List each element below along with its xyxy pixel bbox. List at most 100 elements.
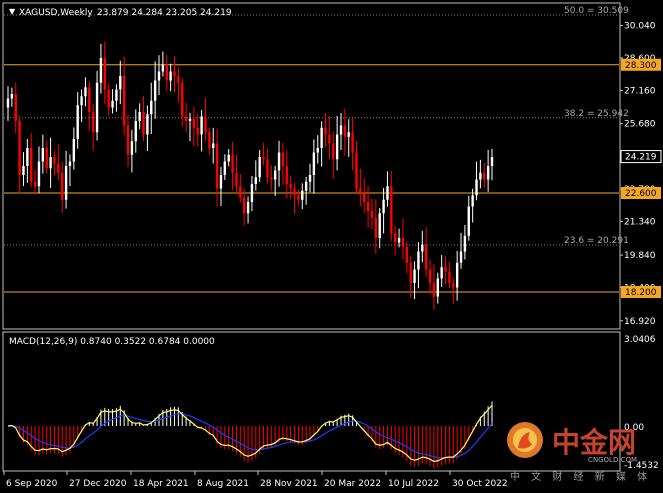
price-tick-label: 19.840 xyxy=(624,251,656,261)
time-axis: 6 Sep 2020 27 Dec 2020 18 Apr 2021 8 Aug 20… xyxy=(3,471,508,489)
candle-body xyxy=(297,195,300,200)
candle-body xyxy=(277,152,281,171)
candle-body xyxy=(80,96,83,106)
candle-body xyxy=(161,64,165,72)
candle-body xyxy=(184,116,188,121)
candle-body xyxy=(401,238,405,247)
current-price-tag xyxy=(620,150,662,164)
candle-body xyxy=(196,127,199,135)
candle-body xyxy=(88,87,91,112)
candle-body xyxy=(455,262,459,288)
candle-body xyxy=(181,82,184,117)
candle-body xyxy=(335,134,339,160)
candle-body xyxy=(343,125,347,137)
macd-pane[interactable] xyxy=(2,331,621,472)
candle-body xyxy=(351,132,354,153)
candle-body xyxy=(99,58,103,83)
candle-body xyxy=(200,116,203,135)
fibo-label: 38.2 = 25.942 xyxy=(564,109,629,119)
candle-body xyxy=(301,190,304,200)
candle-body xyxy=(22,166,25,175)
candle-body xyxy=(324,127,327,135)
price-tick-label: 27.160 xyxy=(624,86,656,96)
candle-body xyxy=(215,143,219,189)
candle-body xyxy=(153,80,157,101)
watermark-brand: 中金网 xyxy=(552,426,636,459)
price-pane[interactable] xyxy=(2,2,621,330)
candle-body xyxy=(332,143,335,160)
candle-body xyxy=(208,132,211,148)
candle-body xyxy=(355,152,358,189)
candle-body xyxy=(142,112,145,135)
candle-body xyxy=(84,87,87,97)
candle-body xyxy=(242,197,246,214)
candle-body xyxy=(463,235,467,252)
candle-body xyxy=(359,188,362,193)
candle-body xyxy=(57,163,60,173)
candle-body xyxy=(111,100,114,108)
level-tag-label: 28.300 xyxy=(625,61,657,71)
candle-body xyxy=(459,251,463,263)
time-tick-label: 20 Mar 2022 xyxy=(324,479,381,489)
price-tick-label: 16.920 xyxy=(624,317,656,327)
candle-body xyxy=(289,184,292,189)
candle-body xyxy=(486,166,490,180)
candle-body xyxy=(304,181,308,191)
candle-body xyxy=(452,283,455,288)
candle-body xyxy=(386,186,389,200)
candle-body xyxy=(61,172,64,200)
candle-body xyxy=(378,213,381,238)
candle-body xyxy=(316,148,319,153)
price-axis: 30.04028.60027.16025.68022.78021.34019.8… xyxy=(620,22,662,327)
candle-body xyxy=(146,114,149,135)
level-tag-label: 22.600 xyxy=(625,189,657,199)
candle-body xyxy=(188,118,192,121)
candle-body xyxy=(273,170,277,180)
candle-body xyxy=(308,175,312,182)
candle-body xyxy=(347,132,350,137)
candle-body xyxy=(471,195,474,207)
candle-body xyxy=(320,127,323,148)
candle-body xyxy=(138,112,141,121)
candle-body xyxy=(448,271,451,283)
cngold-logo: 中金网 CNGOLD.COM 中 文 财 经 新 媒 体 xyxy=(507,422,651,483)
candle-body xyxy=(444,267,447,272)
candle-body xyxy=(204,116,207,133)
candle-body xyxy=(33,181,37,187)
macd-scale-zero: 0.00 xyxy=(624,423,644,433)
candle-body xyxy=(409,262,412,283)
candle-body xyxy=(397,238,401,243)
level-tag-label: 18.200 xyxy=(625,288,657,298)
candle-body xyxy=(95,82,99,133)
macd-main-line xyxy=(7,404,493,463)
candle-body xyxy=(262,157,265,160)
candle-body xyxy=(76,105,79,139)
menu-triangle-icon[interactable]: ▼ xyxy=(9,7,16,16)
time-tick-label: 27 Dec 2020 xyxy=(69,479,127,489)
time-tick-label: 6 Sep 2020 xyxy=(6,479,58,489)
time-tick-label: 30 Oct 2022 xyxy=(452,479,508,489)
candle-body xyxy=(119,76,122,90)
candle-body xyxy=(250,184,254,202)
watermark-tagline: 中 文 财 经 新 媒 体 xyxy=(510,470,651,483)
candle-body xyxy=(227,154,230,162)
candle-body xyxy=(293,188,296,196)
candle-body xyxy=(479,172,482,180)
candle-body xyxy=(254,177,258,184)
candle-body xyxy=(18,121,21,175)
time-tick-label: 18 Apr 2021 xyxy=(133,479,189,489)
candle-body xyxy=(157,71,161,81)
candle-body xyxy=(165,64,168,81)
candle-body xyxy=(339,125,343,135)
candles-layer xyxy=(6,41,494,310)
candle-body xyxy=(134,121,137,142)
candle-body xyxy=(394,233,397,243)
ohlc-readout: 23.879 24.284 23.205 24.219 xyxy=(97,8,232,18)
candle-body xyxy=(231,154,234,173)
candle-body xyxy=(6,98,10,108)
candle-body xyxy=(122,76,126,126)
candle-body xyxy=(413,269,416,283)
price-tick-label: 30.040 xyxy=(624,22,656,32)
candle-body xyxy=(258,157,261,178)
